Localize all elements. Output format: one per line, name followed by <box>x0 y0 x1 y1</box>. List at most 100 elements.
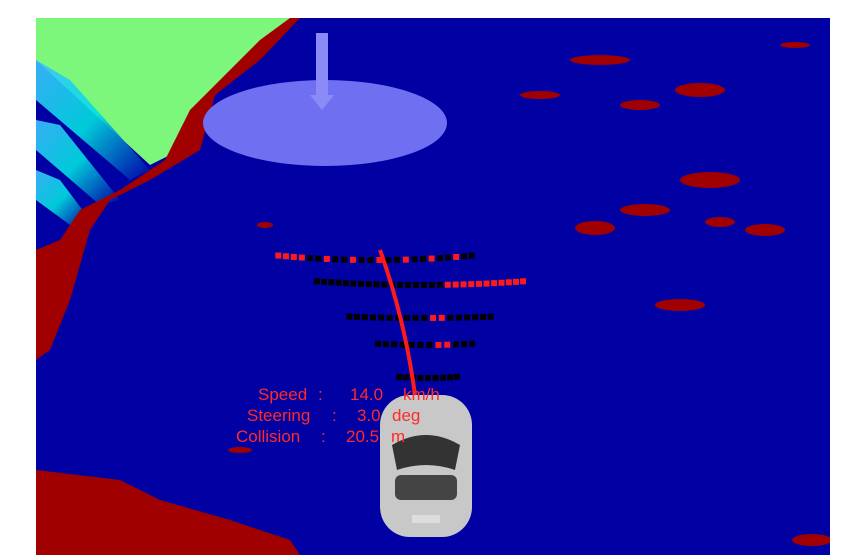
sensor-cell <box>298 254 305 261</box>
sensor-cell <box>342 280 349 287</box>
sensor-cell <box>402 256 409 263</box>
sensor-cell <box>498 279 505 286</box>
sensor-cell <box>376 256 383 263</box>
sensor-arcs <box>275 252 527 381</box>
sensor-cell <box>386 314 393 321</box>
sensor-cell <box>461 341 468 348</box>
sensor-cell <box>403 314 410 321</box>
hud-unit: m <box>391 427 405 446</box>
sensor-cell <box>417 341 424 348</box>
sensor-cell <box>350 280 357 287</box>
hud-unit: km/h <box>403 385 440 404</box>
sensor-cell <box>483 280 490 287</box>
sensor-cell <box>432 374 439 381</box>
sensor-cell <box>421 314 428 321</box>
sensor-cell <box>468 252 475 259</box>
sensor-cell <box>430 314 437 321</box>
sensor-cell <box>452 341 459 348</box>
sensor-cell <box>290 253 297 260</box>
sensor-cell <box>460 281 467 288</box>
hud-colon: : <box>321 427 326 446</box>
sensor-cell <box>513 278 520 285</box>
hud: : Speed 14.0 km/h: Steering 3.0 deg: Collision 2… <box>236 385 440 446</box>
sensor-cell <box>382 341 389 348</box>
sensor-cell <box>475 280 482 287</box>
sensor-cell <box>323 255 330 262</box>
hud-value: 20.5 <box>346 427 379 446</box>
sensor-cell <box>367 256 374 263</box>
sensor-cell <box>420 255 427 262</box>
planned-path <box>378 249 417 396</box>
hud-text: : Speed 14.0 km/h: Steering 3.0 deg: Collision 2… <box>236 385 440 446</box>
scan-stripes <box>36 60 150 225</box>
sensor-cell <box>436 255 443 262</box>
sensor-cell <box>341 256 348 263</box>
sensor-cell <box>354 313 361 320</box>
sensor-cell <box>452 281 459 288</box>
sensor-cell <box>439 374 446 381</box>
sensor-cell <box>436 281 443 288</box>
sensor-cell <box>412 314 419 321</box>
sensor-cell <box>313 278 320 285</box>
sensor-cell <box>445 254 452 261</box>
sensor-cell <box>394 256 401 263</box>
sensor-cell <box>472 314 479 321</box>
obstacle-blobs <box>228 42 830 546</box>
sensor-cell <box>447 314 454 321</box>
sensor-cell <box>396 373 403 380</box>
sensor-cell <box>403 374 410 381</box>
sensor-cell <box>275 252 282 259</box>
sensor-cell <box>391 341 398 348</box>
sensor-cell <box>435 341 442 348</box>
sensor-cell <box>385 256 392 263</box>
hud-unit: deg <box>392 406 420 425</box>
sensor-cell <box>453 253 460 260</box>
sensor-cell <box>417 374 424 381</box>
sensor-cell <box>428 255 435 262</box>
vehicle <box>380 395 472 537</box>
sensor-cell <box>335 279 342 286</box>
sensor-cell <box>413 281 420 288</box>
sensor-cell <box>464 314 471 321</box>
hud-colon: : <box>318 385 323 404</box>
sensor-cell <box>369 314 376 321</box>
sensor-cell <box>469 340 476 347</box>
sensor-cell <box>461 253 468 260</box>
sensor-cell <box>479 313 486 320</box>
sensor-cell <box>468 281 475 288</box>
sensor-cell <box>315 255 322 262</box>
sensor-cell <box>455 314 462 321</box>
sensor-cell <box>346 313 353 320</box>
sensor-cell <box>381 281 388 288</box>
hud-colon: : <box>332 406 337 425</box>
sensor-cell <box>520 278 527 285</box>
sensor-cell <box>361 314 368 321</box>
sensor-cell <box>444 281 451 288</box>
sensor-cell <box>487 313 494 320</box>
hud-label: Steering <box>247 406 310 425</box>
sensor-cell <box>349 256 356 263</box>
sensor-cell <box>453 373 460 380</box>
sensor-cell <box>365 281 372 288</box>
sensor-cell <box>307 255 314 262</box>
hud-label: Speed <box>258 385 307 404</box>
sensor-cell <box>446 374 453 381</box>
sensor-cell <box>426 341 433 348</box>
sensor-cell <box>282 253 289 260</box>
sensor-cell <box>420 281 427 288</box>
free-area <box>36 18 290 165</box>
sensor-cell <box>444 341 451 348</box>
sensor-cell <box>505 279 512 286</box>
sensor-cell <box>397 281 404 288</box>
sensor-cell <box>425 375 431 381</box>
sensor-cell <box>328 279 335 286</box>
sensor-cell <box>395 314 402 321</box>
sensor-cell <box>438 314 445 321</box>
sensor-cell <box>374 340 381 347</box>
sensor-cell <box>428 281 435 288</box>
goal-marker <box>203 33 447 166</box>
sensor-cell <box>408 341 415 348</box>
sensor-cell <box>399 341 406 348</box>
sensor-cell <box>378 314 385 321</box>
